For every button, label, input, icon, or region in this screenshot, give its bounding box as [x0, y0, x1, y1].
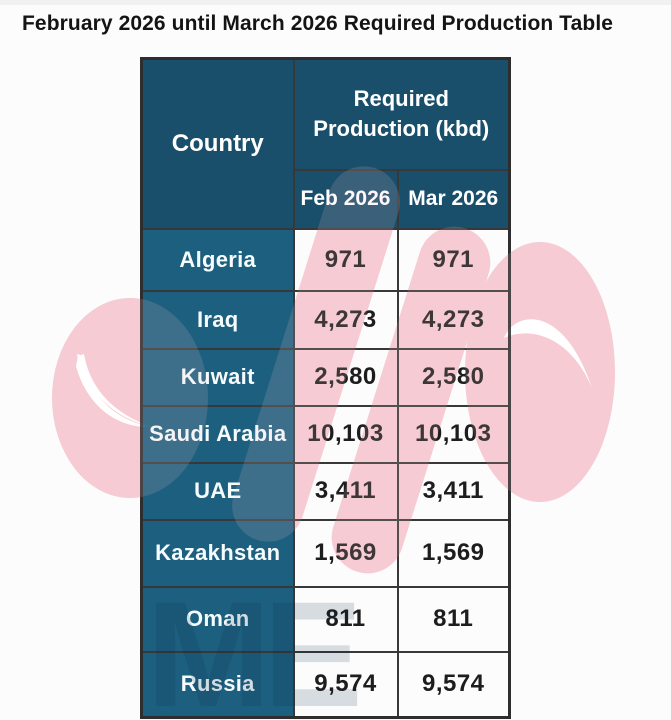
table-row-oman: Oman 811 811 — [140, 585, 511, 653]
country-label: Saudi Arabia — [140, 404, 295, 464]
feb-value: 3,411 — [292, 461, 399, 521]
country-label: Oman — [140, 585, 295, 653]
mar-value: 4,273 — [396, 289, 511, 350]
column-header-mar-2026: Mar 2026 — [396, 168, 511, 230]
country-label: Russia — [140, 650, 295, 719]
column-header-country: Country — [140, 57, 295, 230]
country-label: Iraq — [140, 289, 295, 350]
table-row-uae: UAE 3,411 3,411 — [140, 461, 511, 521]
table-row-kuwait: Kuwait 2,580 2,580 — [140, 347, 511, 407]
mar-value: 2,580 — [396, 347, 511, 407]
mar-value: 3,411 — [396, 461, 511, 521]
column-header-feb-2026: Feb 2026 — [292, 168, 399, 230]
mar-value: 1,569 — [396, 518, 511, 588]
country-label: UAE — [140, 461, 295, 521]
mar-value: 811 — [396, 585, 511, 653]
feb-value: 9,574 — [292, 650, 399, 719]
page-title: February 2026 until March 2026 Required … — [22, 12, 614, 35]
feb-value: 4,273 — [292, 289, 399, 350]
table-row-iraq: Iraq 4,273 4,273 — [140, 289, 511, 350]
country-label: Kuwait — [140, 347, 295, 407]
mar-value: 971 — [396, 227, 511, 292]
required-production-table: Country Required Production (kbd) Feb 20… — [140, 57, 512, 719]
feb-value: 1,569 — [292, 518, 399, 588]
top-edge-strip — [0, 0, 671, 5]
table-row-russia: Russia 9,574 9,574 — [140, 650, 511, 719]
country-label: Kazakhstan — [140, 518, 295, 588]
feb-value: 2,580 — [292, 347, 399, 407]
country-label: Algeria — [140, 227, 295, 292]
mar-value: 9,574 — [396, 650, 511, 719]
feb-value: 10,103 — [292, 404, 399, 464]
feb-value: 971 — [292, 227, 399, 292]
feb-value: 811 — [292, 585, 399, 653]
column-group-header-required-production: Required Production (kbd) — [292, 57, 511, 171]
table-row-saudi-arabia: Saudi Arabia 10,103 10,103 — [140, 404, 511, 464]
table-row-kazakhstan: Kazakhstan 1,569 1,569 — [140, 518, 511, 588]
table-row-algeria: Algeria 971 971 — [140, 227, 511, 292]
mar-value: 10,103 — [396, 404, 511, 464]
